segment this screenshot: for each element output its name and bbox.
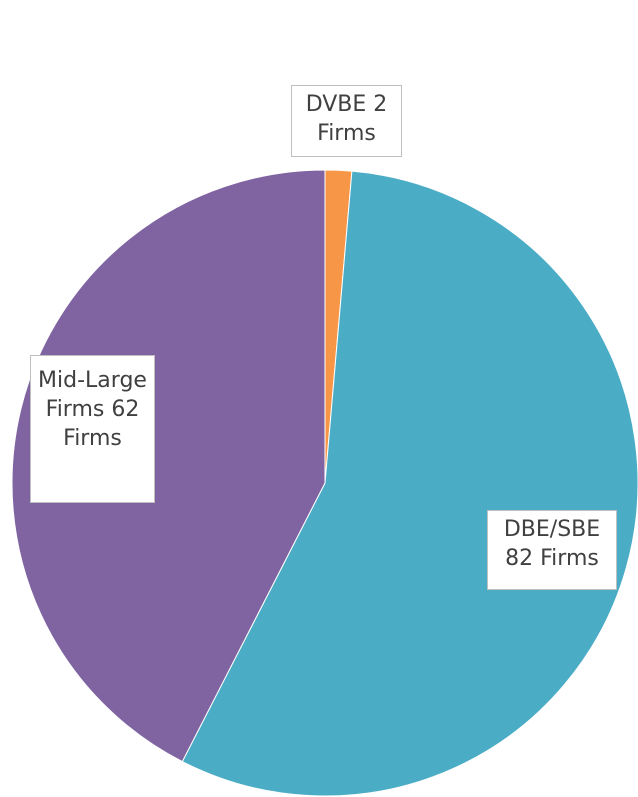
pie-slice — [181, 170, 638, 797]
data-label: Mid-Large Firms 62 Firms — [30, 355, 155, 503]
data-label: DVBE 2 Firms — [291, 85, 402, 157]
pie-slice — [11, 169, 326, 763]
data-label: DBE/SBE 82 Firms — [487, 510, 617, 590]
